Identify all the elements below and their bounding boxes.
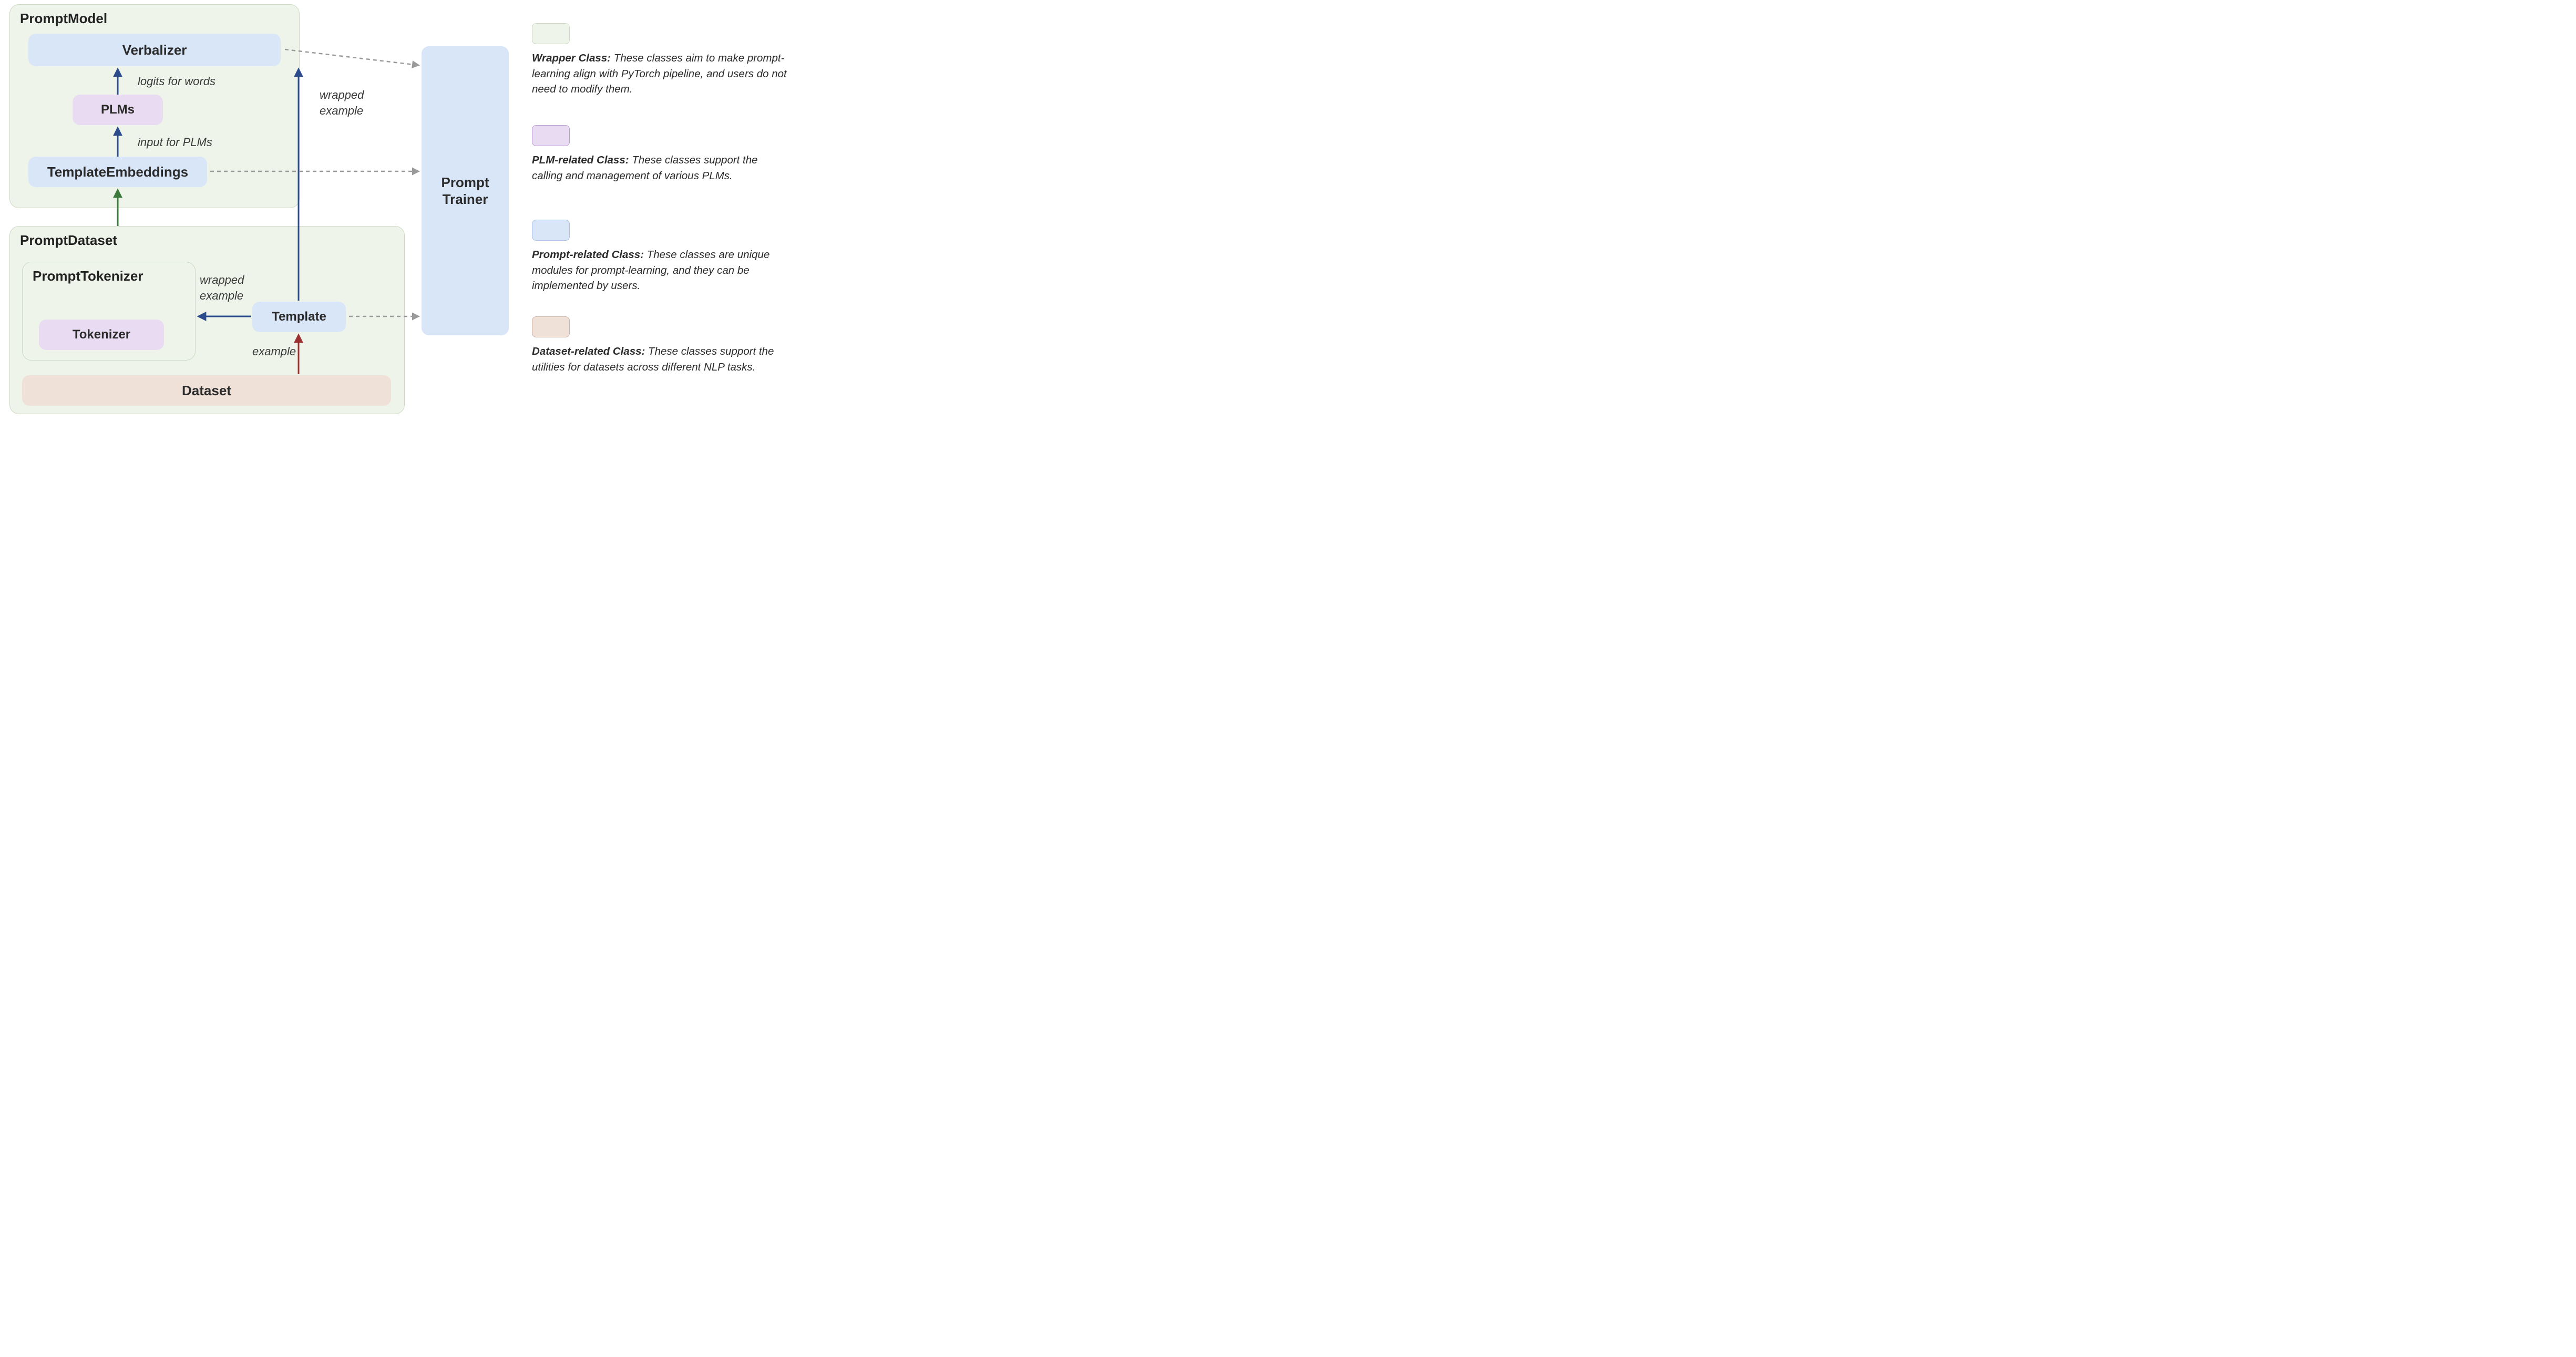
block-label-template: Template xyxy=(272,309,326,325)
block-template: Template xyxy=(252,302,346,332)
block-label-verbalizer: Verbalizer xyxy=(122,42,187,59)
legend-swatch-0 xyxy=(532,23,570,44)
annotation-input_plms: input for PLMs xyxy=(138,136,212,149)
block-prompt-trainer: Prompt Trainer xyxy=(422,46,509,335)
legend-text-0: Wrapper Class: These classes aim to make… xyxy=(532,50,789,97)
block-dataset: Dataset xyxy=(22,375,391,406)
panel-title-prompt-model: PromptModel xyxy=(20,11,107,27)
annotation-wrapped1b: example xyxy=(320,104,363,118)
block-label-prompt-trainer: Prompt Trainer xyxy=(442,174,489,208)
block-label-tokenizer: Tokenizer xyxy=(73,327,130,343)
annotation-wrapped2b: example xyxy=(200,289,243,303)
legend-title-2: Prompt-related Class: xyxy=(532,249,644,261)
block-label-dataset: Dataset xyxy=(182,382,231,399)
legend-swatch-3 xyxy=(532,316,570,337)
legend-swatch-1 xyxy=(532,125,570,146)
legend-title-0: Wrapper Class: xyxy=(532,52,611,64)
block-plms: PLMs xyxy=(73,95,163,125)
block-label-template-emb: TemplateEmbeddings xyxy=(47,163,188,181)
block-verbalizer: Verbalizer xyxy=(28,34,281,66)
legend-text-3: Dataset-related Class: These classes sup… xyxy=(532,344,789,375)
legend-swatch-2 xyxy=(532,220,570,241)
block-tokenizer: Tokenizer xyxy=(39,320,164,350)
panel-title-prompt-tokenizer: PromptTokenizer xyxy=(33,268,143,284)
legend-text-1: PLM-related Class: These classes support… xyxy=(532,152,789,183)
arrow-dashed-0 xyxy=(285,49,418,65)
annotation-wrapped1: wrapped xyxy=(320,88,364,102)
panel-title-prompt-dataset: PromptDataset xyxy=(20,232,117,249)
annotation-example: example xyxy=(252,345,296,358)
legend-title-3: Dataset-related Class: xyxy=(532,345,645,357)
block-label-plms: PLMs xyxy=(101,102,135,118)
annotation-wrapped2: wrapped xyxy=(200,273,244,287)
legend-title-1: PLM-related Class: xyxy=(532,154,629,166)
annotation-logits: logits for words xyxy=(138,75,215,88)
legend-text-2: Prompt-related Class: These classes are … xyxy=(532,247,789,294)
block-template-emb: TemplateEmbeddings xyxy=(28,157,207,187)
